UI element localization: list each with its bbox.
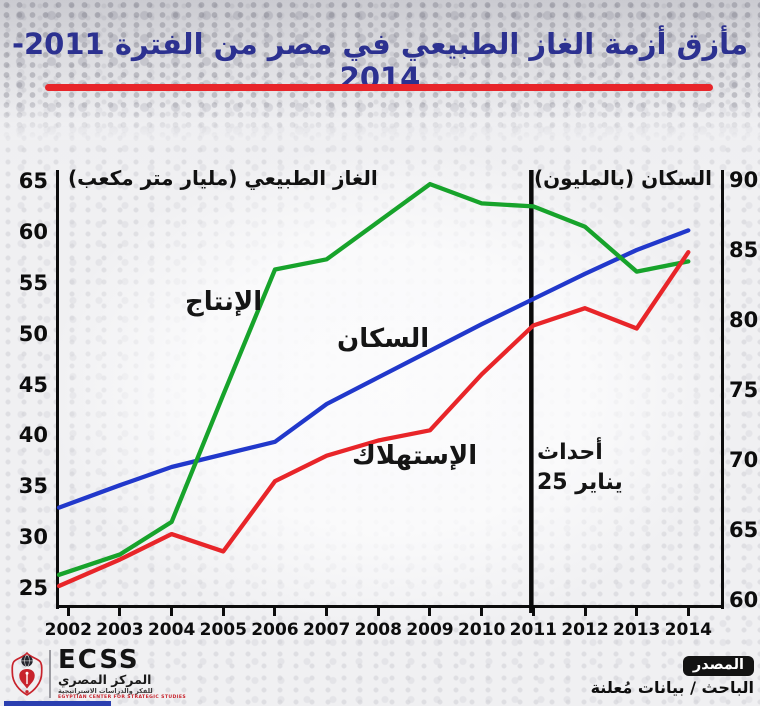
x-axis-year-label: 2002 — [44, 620, 92, 640]
logo-acronym: ECSS — [58, 644, 140, 675]
x-axis-year-label: 2012 — [561, 620, 609, 640]
x-axis-year-label: 2009 — [406, 620, 454, 640]
left-axis-line — [56, 170, 59, 609]
x-axis-line — [56, 605, 724, 608]
left-axis-tick-label: 65 — [18, 169, 48, 193]
x-axis-year-label: 2014 — [664, 620, 712, 640]
x-axis-tick — [170, 607, 174, 616]
x-axis-year-label: 2010 — [457, 620, 506, 640]
right-axis-tick-label: 85 — [729, 238, 759, 262]
logo-blue-bar — [4, 701, 111, 706]
left-axis-tick-label: 40 — [18, 423, 48, 448]
x-axis-year-label: 2006 — [251, 620, 299, 640]
ecss-logo: ECSS المركز المصري للفكر والدراسات الاست… — [10, 646, 186, 702]
right-axis-tick-label: 90 — [729, 168, 759, 192]
population-line-label: السكان — [337, 324, 430, 354]
x-axis-year-label: 2013 — [612, 620, 661, 640]
x-axis-year-label: 2007 — [302, 620, 351, 640]
title-underline — [45, 84, 713, 91]
x-axis-tick — [325, 607, 329, 616]
left-axis-title: الغاز الطبيعي (مليار متر مكعب) — [68, 166, 378, 190]
source-text: الباحث / بيانات مُعلنة — [590, 678, 754, 697]
production-line-label: الإنتاج — [185, 287, 263, 317]
event-label: أحداث 25 يناير — [537, 438, 623, 498]
left-axis-tick-label: 50 — [18, 321, 48, 346]
x-axis-tick — [635, 607, 639, 616]
x-axis-year-label: 2011 — [509, 620, 557, 640]
right-axis-tick-label: 75 — [729, 378, 759, 402]
x-axis-tick — [66, 607, 70, 616]
x-axis-year-label: 2003 — [96, 620, 144, 640]
left-axis-tick-label: 45 — [18, 372, 48, 397]
right-axis-line — [721, 170, 724, 609]
event-label-line1: أحداث — [537, 440, 603, 465]
logo-divider — [49, 650, 51, 698]
x-axis-tick — [686, 607, 690, 616]
right-axis-tick-label: 70 — [729, 448, 759, 472]
x-axis-tick — [376, 607, 380, 616]
logo-subtitle-arabic: للفكر والدراسات الاستراتيجية — [58, 686, 153, 695]
x-axis-tick — [118, 607, 122, 616]
left-axis-tick-label: 35 — [18, 474, 48, 499]
left-axis-tick-label: 30 — [18, 525, 48, 550]
left-axis-tick-label: 55 — [18, 270, 48, 295]
x-axis-year-label: 2005 — [199, 620, 247, 640]
x-axis-tick — [221, 607, 225, 616]
ecss-emblem-icon — [11, 651, 43, 696]
source-block: المصدر الباحث / بيانات مُعلنة — [591, 654, 754, 697]
x-axis-tick — [583, 607, 587, 616]
event-label-line2: 25 يناير — [537, 470, 623, 495]
page-title: مأزق أزمة الغاز الطبيعي في مصر من الفترة… — [11, 27, 749, 95]
left-axis-tick-label: 60 — [18, 219, 48, 244]
x-axis-tick — [273, 607, 277, 616]
x-axis-year-label: 2004 — [147, 620, 196, 640]
x-axis-tick — [428, 607, 432, 616]
logo-name-arabic: المركز المصري — [58, 671, 152, 687]
consumption-line-label: الإستهلاك — [352, 441, 478, 471]
x-axis-tick — [531, 607, 535, 616]
logo-subtitle-english: EGYPTIAN CENTER FOR STRATEGIC STUDIES — [58, 694, 187, 700]
right-axis-title: السكان (بالمليون) — [533, 166, 712, 190]
left-axis-tick-label: 25 — [18, 576, 48, 600]
x-axis-tick — [480, 607, 484, 616]
crowd-photo-top-band — [0, 0, 760, 140]
source-badge: المصدر — [682, 656, 754, 676]
right-axis-tick-label: 65 — [729, 518, 759, 542]
x-axis-year-label: 2008 — [354, 620, 402, 640]
right-axis-tick-label: 60 — [729, 588, 759, 612]
right-axis-tick-label: 80 — [729, 308, 759, 332]
